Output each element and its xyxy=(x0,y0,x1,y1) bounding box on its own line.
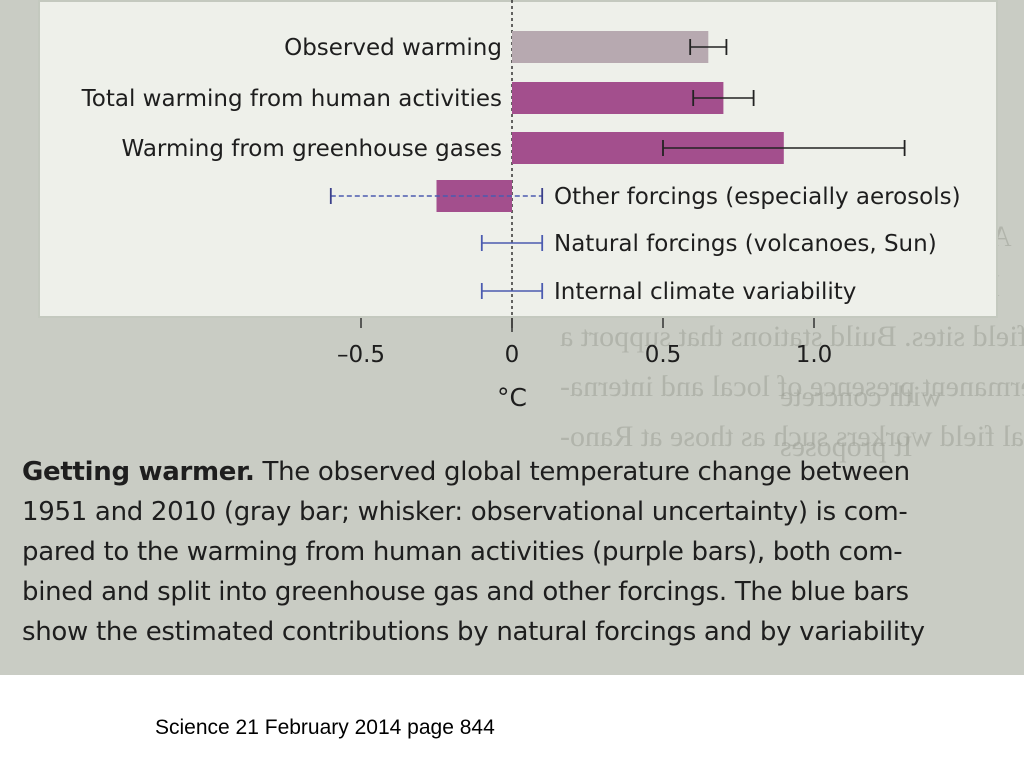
caption-title: Getting warmer. xyxy=(22,457,255,487)
x-tick-label-3: 1.0 xyxy=(796,342,833,368)
chart-svg: Observed warming Total warming from human… xyxy=(81,0,961,318)
bar-label-5: Internal climate variability xyxy=(554,279,856,305)
bar-1 xyxy=(512,82,724,114)
caption-line-2: 1951 and 2010 (gray bar; whisker: observ… xyxy=(22,497,908,527)
bar-label-0: Observed warming xyxy=(284,35,502,61)
x-axis-unit-label: °C xyxy=(497,383,527,412)
scanned-page-photo: training them in research through small … xyxy=(0,0,1024,675)
x-axis-svg: –0.5 0 0.5 1.0 °C xyxy=(337,318,833,412)
x-tick-label-2: 0.5 xyxy=(645,342,682,368)
x-tick-label-0: –0.5 xyxy=(337,342,385,368)
bar-0 xyxy=(512,31,709,63)
caption-line-4: bined and split into greenhouse gas and … xyxy=(22,577,909,607)
caption-line-3: pared to the warming from human activiti… xyxy=(22,537,903,567)
caption-line-1: Getting warmer. The observed global temp… xyxy=(22,452,1012,492)
figure-caption: Getting warmer. The observed global temp… xyxy=(22,452,1012,652)
source-citation: Science 21 February 2014 page 844 xyxy=(155,716,495,739)
bar-label-3: Other forcings (especially aerosols) xyxy=(554,184,961,210)
bar-label-1: Total warming from human activities xyxy=(81,86,502,112)
chart-panel: Observed warming Total warming from human… xyxy=(38,0,998,318)
bar-label-4: Natural forcings (volcanoes, Sun) xyxy=(554,231,937,257)
caption-text-1: The observed global temperature change b… xyxy=(254,457,910,487)
bar-label-2: Warming from greenhouse gases xyxy=(122,136,502,162)
caption-line-5: show the estimated contributions by natu… xyxy=(22,617,925,647)
x-tick-label-1: 0 xyxy=(505,342,520,368)
